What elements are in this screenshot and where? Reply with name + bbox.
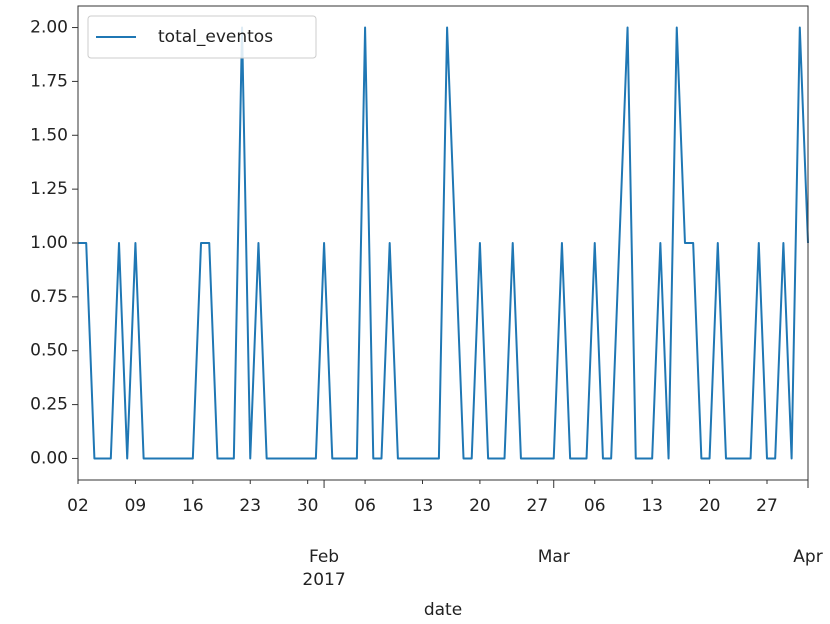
x-major-tick-label: Mar xyxy=(538,547,570,567)
x-tick-label: 02 xyxy=(67,496,89,516)
x-tick-label: 16 xyxy=(182,496,204,516)
legend-label: total_eventos xyxy=(158,27,273,47)
x-tick-label: 20 xyxy=(699,496,721,516)
x-tick-label: 23 xyxy=(239,496,261,516)
y-tick-label: 0.75 xyxy=(30,287,68,307)
x-tick-label: 27 xyxy=(527,496,549,516)
y-tick-label: 0.00 xyxy=(30,448,68,468)
x-tick-label: 30 xyxy=(297,496,319,516)
legend-box xyxy=(87,15,317,59)
x-tick-label: 27 xyxy=(756,496,778,516)
x-tick-label: 06 xyxy=(584,496,606,516)
y-tick-label: 0.25 xyxy=(30,395,68,415)
y-tick-label: 1.50 xyxy=(30,125,68,145)
plot-frame xyxy=(77,5,809,481)
y-tick-label: 1.25 xyxy=(30,179,68,199)
y-tick-label: 2.00 xyxy=(30,18,68,38)
x-axis-label: date xyxy=(424,600,462,620)
x-major-tick-label: Feb xyxy=(309,547,339,567)
x-tick-label: 20 xyxy=(469,496,491,516)
x-major-tick-label: Apr xyxy=(793,547,822,567)
y-tick-label: 1.00 xyxy=(30,233,68,253)
y-tick-label: 0.50 xyxy=(30,341,68,361)
data-line xyxy=(78,26,809,460)
x-tick-label: 09 xyxy=(125,496,147,516)
x-tick-label: 13 xyxy=(641,496,663,516)
y-tick-label: 1.75 xyxy=(30,71,68,91)
x-tick-label: 13 xyxy=(412,496,434,516)
x-tick-label: 06 xyxy=(354,496,376,516)
x-year-label: 2017 xyxy=(302,570,345,590)
